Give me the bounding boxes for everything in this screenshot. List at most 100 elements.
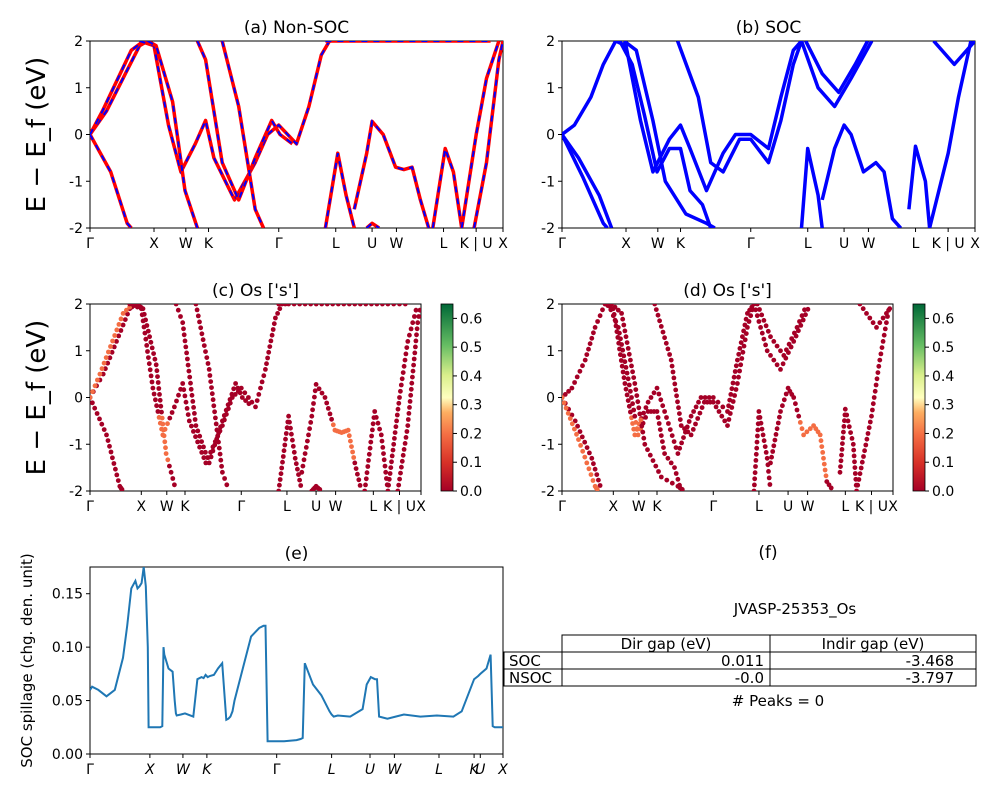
scatter-point — [120, 311, 126, 316]
scatter-point — [748, 313, 754, 319]
colorbar-tick-label: 0.2 — [932, 426, 954, 442]
band-line-dashed — [90, 41, 145, 135]
scatter-point — [763, 450, 769, 455]
scatter-point — [591, 330, 596, 336]
scatter-point — [837, 469, 843, 475]
scatter-point — [308, 420, 314, 425]
scatter-point — [203, 460, 209, 466]
scatter-point — [628, 357, 633, 363]
y-tick-label: -2 — [541, 484, 555, 500]
scatter-point — [839, 447, 845, 452]
scatter-point — [386, 476, 392, 482]
band-line — [932, 41, 975, 67]
scatter-point — [411, 362, 416, 368]
scatter-point — [690, 427, 696, 432]
scatter-point — [681, 435, 686, 440]
scatter-point — [180, 381, 186, 386]
scatter-point — [352, 304, 358, 307]
spillage-line — [90, 567, 503, 743]
scatter-point — [174, 398, 179, 404]
scatter-point — [180, 320, 186, 326]
scatter-point — [719, 413, 725, 419]
scatter-point — [739, 356, 745, 361]
x-tick-label: L — [283, 499, 291, 515]
scatter-point — [720, 404, 726, 410]
scatter-point — [575, 423, 580, 429]
scatter-point — [584, 352, 590, 357]
scatter-point — [161, 427, 166, 433]
scatter-point — [160, 421, 166, 427]
scatter-point — [671, 375, 677, 381]
x-tick-label: K | U — [932, 236, 965, 252]
x-tick-label: X — [149, 236, 159, 252]
scatter-point — [330, 422, 336, 428]
scatter-point — [756, 409, 762, 414]
scatter-point — [741, 343, 747, 349]
scatter-point — [396, 482, 402, 488]
scatter-point — [184, 406, 190, 411]
scatter-point — [391, 441, 397, 447]
scatter-point — [231, 386, 237, 392]
scatter-point — [619, 311, 624, 316]
scatter-point — [253, 404, 258, 410]
scatter-point — [197, 319, 202, 325]
scatter-point — [107, 443, 112, 449]
scatter-point — [186, 368, 192, 374]
scatter-point — [582, 454, 588, 460]
scatter-point — [697, 410, 703, 416]
scatter-point — [394, 412, 400, 418]
scatter-point — [400, 452, 406, 458]
scatter-point — [143, 317, 149, 323]
scatter-point — [633, 387, 639, 392]
scatter-point — [183, 344, 189, 350]
scatter-point — [157, 397, 163, 403]
scatter-point — [586, 466, 592, 472]
scatter-point — [181, 387, 187, 393]
scatter-point — [845, 418, 851, 424]
band-line-dashed — [139, 41, 331, 203]
scatter-point — [752, 470, 758, 476]
scatter-point — [220, 469, 225, 475]
scatter-point — [755, 427, 761, 433]
scatter-point — [620, 316, 626, 322]
x-tick-label: U — [839, 236, 849, 252]
band-lines — [562, 41, 975, 228]
scatter-point — [850, 441, 856, 447]
scatter-point — [626, 351, 632, 357]
scatter-point — [631, 407, 637, 413]
scatter-point — [395, 406, 401, 412]
scatter-point — [676, 405, 681, 411]
scatter-point — [205, 361, 211, 366]
scatter-point — [299, 469, 305, 475]
table-row — [503, 668, 977, 687]
scatter-point — [624, 340, 630, 345]
scatter-point — [608, 307, 614, 313]
scatter-point — [669, 480, 675, 486]
scatter-point — [582, 357, 588, 363]
scatter-point — [740, 334, 745, 340]
band-line — [618, 41, 713, 228]
scatter-point — [154, 403, 160, 409]
scatter-point — [586, 346, 591, 352]
scatter-point — [316, 386, 322, 392]
scatter-point — [107, 355, 113, 361]
scatter-point — [869, 413, 874, 419]
scatter-point — [235, 385, 241, 391]
scatter-point — [297, 304, 302, 307]
scatter-point — [594, 487, 600, 491]
scatter-point — [746, 319, 752, 324]
band-line — [675, 41, 804, 174]
x-tick-label: W — [651, 236, 665, 252]
scatter-point — [408, 386, 414, 392]
scatter-point — [395, 488, 401, 491]
scatter-point — [580, 363, 585, 369]
scatter-point — [589, 335, 595, 341]
scatter-point — [216, 439, 221, 445]
scatter-point — [206, 367, 212, 372]
scatter-point — [638, 417, 644, 423]
x-tick-label: L — [841, 499, 849, 515]
scatter-point — [632, 413, 638, 419]
band-line — [907, 144, 932, 228]
scatter-point — [656, 421, 662, 426]
